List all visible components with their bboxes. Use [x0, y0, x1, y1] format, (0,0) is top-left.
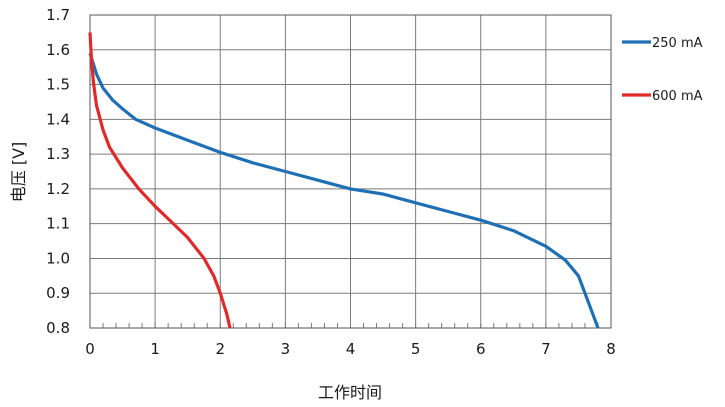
legend-label-0: 250 mA	[652, 36, 703, 51]
legend: 250 mA 600 mA	[622, 36, 703, 104]
y-tick-label: 1.1	[46, 215, 70, 233]
x-axis-label: 工作时间	[318, 383, 382, 402]
legend-label-1: 600 mA	[652, 89, 703, 104]
y-axis-ticks: 0.8 0.9 1.0 1.1 1.2 1.3 1.4 1.5 1.6 1.7	[46, 6, 70, 337]
x-tick-label: 7	[541, 340, 551, 358]
y-tick-label: 1.0	[46, 249, 70, 267]
series-lines	[88, 32, 600, 329]
x-tick-label: 2	[215, 340, 225, 358]
chart-grid	[89, 14, 612, 329]
series-line-0	[88, 52, 600, 329]
x-axis-ticks: 0 1 2 3 4 5 6 7 8	[85, 340, 616, 358]
y-tick-label: 1.7	[46, 6, 70, 24]
y-axis-label: 电压 [V]	[9, 142, 28, 203]
y-tick-label: 1.2	[46, 180, 70, 198]
y-tick-label: 1.5	[46, 76, 70, 94]
y-tick-label: 1.4	[46, 110, 70, 128]
x-tick-label: 3	[281, 340, 291, 358]
y-tick-label: 0.8	[46, 319, 70, 337]
plot-frame	[89, 14, 612, 329]
y-tick-label: 1.6	[46, 41, 70, 59]
x-tick-label: 8	[606, 340, 616, 358]
series-line-1	[88, 32, 232, 329]
x-tick-label: 0	[85, 340, 95, 358]
x-tick-label: 6	[476, 340, 486, 358]
x-minor-ticks	[89, 323, 612, 328]
x-tick-label: 1	[150, 340, 160, 358]
x-tick-label: 5	[411, 340, 421, 358]
y-tick-label: 0.9	[46, 284, 70, 302]
y-tick-label: 1.3	[46, 145, 70, 163]
x-tick-label: 4	[346, 340, 356, 358]
